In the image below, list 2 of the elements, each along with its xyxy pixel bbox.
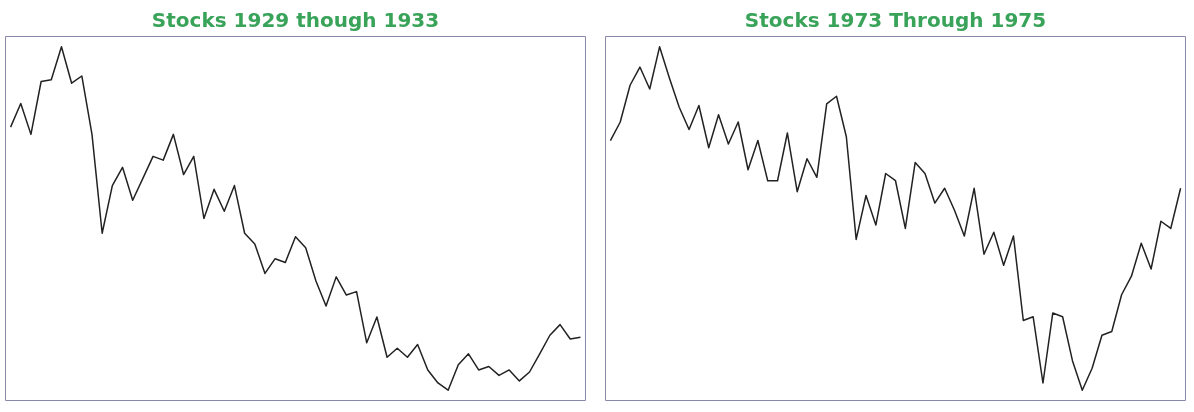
chart-title: Stocks 1929 though 1933	[151, 7, 440, 32]
chart-title: Stocks 1973 Through 1975	[744, 7, 1047, 32]
